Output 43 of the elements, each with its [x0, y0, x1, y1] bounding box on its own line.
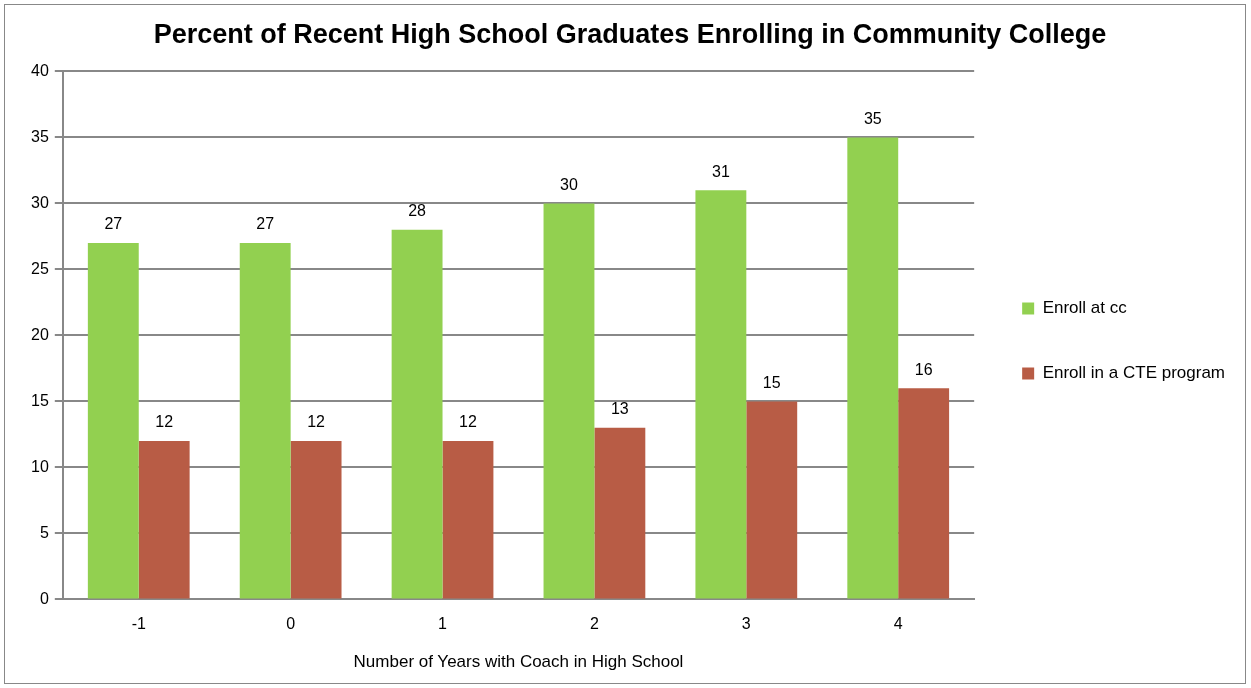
data-label: 27 — [256, 215, 275, 233]
bar — [543, 203, 595, 599]
y-tick-label: 0 — [39, 589, 49, 607]
data-label: 16 — [914, 360, 933, 378]
legend-label: Enroll at cc — [1042, 298, 1128, 318]
legend-label: Enroll in a CTE program — [1042, 363, 1225, 383]
bar — [746, 401, 798, 599]
x-tick-label: 2 — [589, 615, 599, 633]
bar — [391, 229, 443, 599]
x-axis-title: Number of Years with Coach in High School — [353, 652, 684, 672]
y-tick-label: 5 — [39, 523, 49, 541]
data-label: 27 — [104, 215, 123, 233]
bar — [239, 243, 291, 599]
bar — [898, 388, 950, 599]
y-tick-label: 30 — [31, 193, 49, 211]
y-tick-label: 15 — [31, 391, 49, 409]
bar — [594, 427, 646, 599]
x-tick-label: 3 — [741, 615, 751, 633]
data-label: 15 — [762, 373, 781, 391]
y-tick-label: 25 — [31, 259, 49, 277]
x-tick-label: 4 — [893, 615, 903, 633]
data-label: 12 — [155, 413, 174, 431]
y-tick-label: 10 — [31, 457, 49, 475]
bar — [442, 441, 494, 599]
x-tick-label: -1 — [131, 615, 146, 633]
data-label: 31 — [711, 162, 730, 180]
bar — [138, 441, 190, 599]
chart-title: Percent of Recent High School Graduates Enrolling in Community College — [153, 18, 1107, 49]
data-label: 12 — [459, 413, 477, 431]
y-tick-label: 35 — [31, 127, 49, 145]
data-label: 12 — [307, 413, 326, 431]
x-tick-label: 0 — [286, 615, 296, 633]
bar — [847, 137, 899, 599]
x-tick-label: 1 — [438, 615, 448, 633]
bar — [290, 441, 342, 599]
y-tick-label: 40 — [31, 61, 49, 79]
data-label: 13 — [610, 400, 629, 418]
data-label: 28 — [408, 202, 427, 220]
bar — [87, 243, 139, 599]
bar — [695, 190, 747, 599]
y-tick-label: 20 — [31, 325, 49, 343]
data-label: 35 — [863, 109, 882, 127]
data-label: 30 — [560, 175, 578, 193]
